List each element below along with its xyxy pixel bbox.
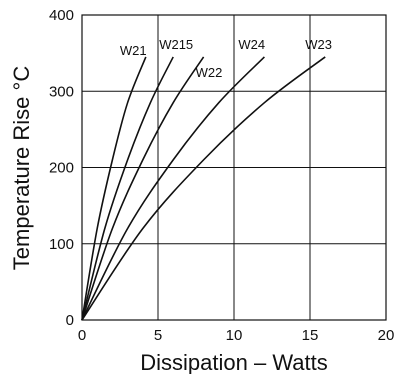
series-line-w24 [81, 56, 265, 321]
series-line-w23 [81, 56, 326, 321]
series-label-w22: W22 [196, 65, 223, 80]
y-tick-label: 200 [49, 160, 74, 177]
series-label-w21: W21 [120, 43, 147, 58]
series-line-w215 [81, 56, 174, 321]
x-tick-label: 15 [302, 327, 319, 344]
grid-lines [82, 15, 386, 320]
x-axis-title: Dissipation – Watts [140, 350, 327, 374]
y-tick-label: 100 [49, 236, 74, 253]
series-label-w215: W215 [159, 37, 193, 52]
y-axis-title: Temperature Rise °C [9, 66, 34, 271]
series-curves [81, 56, 326, 321]
series-label-w24: W24 [238, 37, 265, 52]
plot-frame [81, 14, 387, 321]
x-tick-label: 0 [78, 327, 86, 344]
y-tick-label: 0 [66, 312, 74, 329]
series-label-w23: W23 [305, 37, 332, 52]
x-tick-label: 20 [378, 327, 395, 344]
series-line-w22 [81, 56, 205, 321]
y-tick-label: 400 [49, 7, 74, 24]
x-tick-label: 5 [154, 327, 162, 344]
y-tick-label: 300 [49, 83, 74, 100]
series-line-w21 [81, 56, 147, 321]
x-tick-label: 10 [226, 327, 243, 344]
